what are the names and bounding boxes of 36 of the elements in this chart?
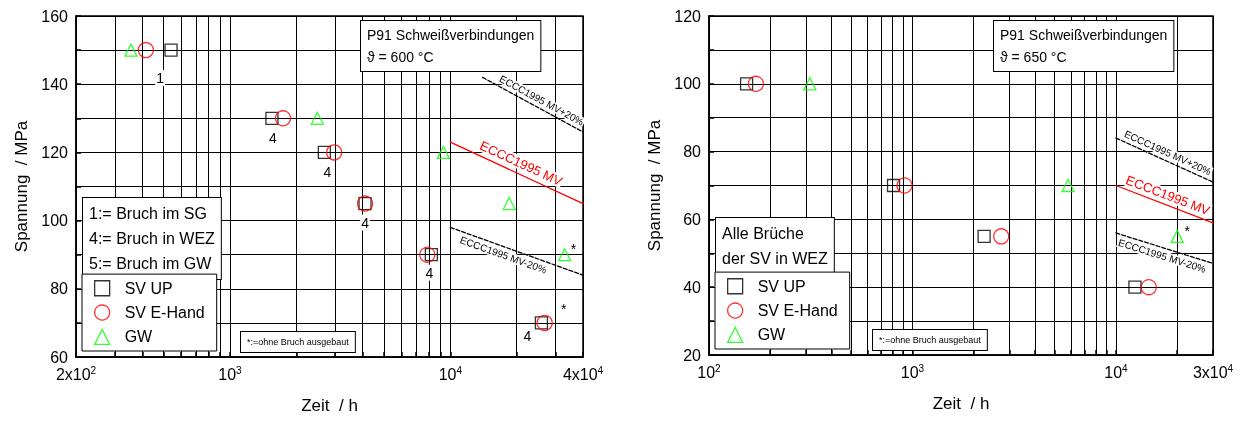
legend-label: GW bbox=[124, 328, 154, 346]
y-tick-label: 120 bbox=[41, 143, 69, 161]
legend-label: SV E-Hand bbox=[757, 302, 838, 320]
y-tick-label: 100 bbox=[41, 212, 69, 230]
text: P91 Schweißverbindungen ϑ = 650 °C bbox=[1000, 27, 1168, 65]
y-tick-label: 20 bbox=[683, 346, 702, 364]
y-tick-label: 60 bbox=[50, 348, 69, 366]
x-axis-title: Zeit / h bbox=[301, 396, 358, 415]
annotation: 1 bbox=[156, 70, 165, 87]
annotation: 1:= Bruch im SG 4:= Bruch in WEZ 5:= Bruch im GW bbox=[89, 205, 216, 272]
y-tick-label: 140 bbox=[41, 75, 69, 93]
legend-label: SV UP bbox=[757, 277, 806, 295]
legend-label: SV E-Hand bbox=[124, 304, 205, 322]
annotation: 4 bbox=[425, 264, 434, 281]
annotation: 4 bbox=[269, 130, 278, 147]
y-tick-label: 80 bbox=[50, 280, 69, 298]
y-axis-title: Spannung / MPa bbox=[645, 119, 665, 252]
annotation: 4 bbox=[361, 214, 370, 231]
legend-label: GW bbox=[757, 326, 787, 344]
y-tick-label: 80 bbox=[683, 143, 702, 161]
annotation: *:=ohne Bruch ausgebaut bbox=[879, 335, 982, 345]
y-axis-title: Spannung / MPa bbox=[12, 120, 32, 253]
annotation: * bbox=[560, 300, 567, 317]
annotation: 4 bbox=[323, 164, 332, 181]
y-tick-label: 40 bbox=[683, 278, 702, 296]
x-axis-title: Zeit / h bbox=[932, 394, 990, 413]
annotation: 4 bbox=[523, 327, 532, 344]
annotation: * bbox=[570, 240, 577, 257]
annotation: *:=ohne Bruch ausgebaut bbox=[247, 337, 350, 347]
legend-label: SV UP bbox=[124, 279, 173, 297]
annotation: Alle Brüche der SV in WEZ bbox=[722, 225, 829, 267]
y-tick-label: 160 bbox=[41, 7, 69, 25]
text: P91 Schweißverbindungen ϑ = 600 °C bbox=[367, 27, 535, 65]
y-tick-label: 120 bbox=[674, 7, 702, 25]
y-tick-label: 100 bbox=[674, 75, 702, 93]
y-tick-label: 60 bbox=[683, 210, 702, 228]
